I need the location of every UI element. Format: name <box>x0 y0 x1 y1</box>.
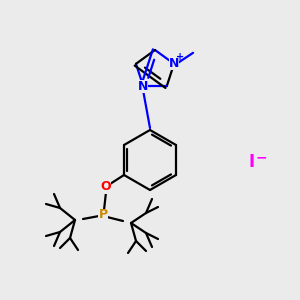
Text: −: − <box>255 150 267 164</box>
Text: +: + <box>176 52 184 62</box>
Text: P: P <box>98 208 108 221</box>
Text: I: I <box>249 153 255 171</box>
Text: N: N <box>169 57 179 70</box>
Text: N: N <box>138 80 148 93</box>
Text: O: O <box>101 181 111 194</box>
